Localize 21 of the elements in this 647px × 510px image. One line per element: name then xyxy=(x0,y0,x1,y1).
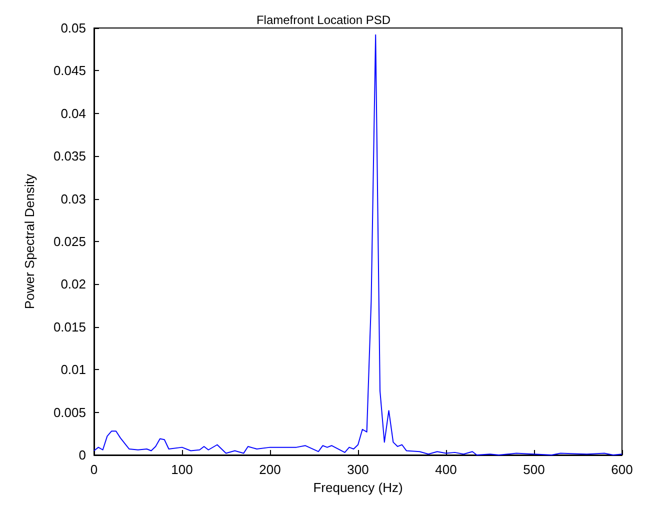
x-axis-title: Frequency (Hz) xyxy=(313,480,403,495)
y-tick-label: 0.01 xyxy=(60,362,86,378)
y-tick-label: 0.03 xyxy=(60,191,86,206)
y-tick-label: 0.025 xyxy=(53,234,86,249)
y-tick-label: 0 xyxy=(78,448,86,462)
y-axis-title: Power Spectral Density xyxy=(22,173,37,310)
x-tick-label: 500 xyxy=(523,462,545,477)
chart-title: Flamefront Location PSD xyxy=(256,13,391,27)
y-tick-label: 0.015 xyxy=(53,319,86,334)
x-tick-label: 0 xyxy=(90,462,98,477)
x-tick-label: 200 xyxy=(259,462,281,477)
x-tick-label: 300 xyxy=(347,462,369,477)
x-tick-label: 600 xyxy=(611,462,633,477)
y-tick-label: 0.005 xyxy=(53,404,86,420)
y-tick-label: 0.035 xyxy=(53,148,86,164)
y-tick-label: 0.02 xyxy=(60,276,86,292)
y-tick-label: 0.045 xyxy=(53,63,86,78)
y-tick-label: 0.05 xyxy=(60,20,86,36)
y-tick-label: 0.04 xyxy=(60,106,86,121)
x-tick-label: 400 xyxy=(435,462,457,477)
x-tick-label: 100 xyxy=(171,462,193,477)
